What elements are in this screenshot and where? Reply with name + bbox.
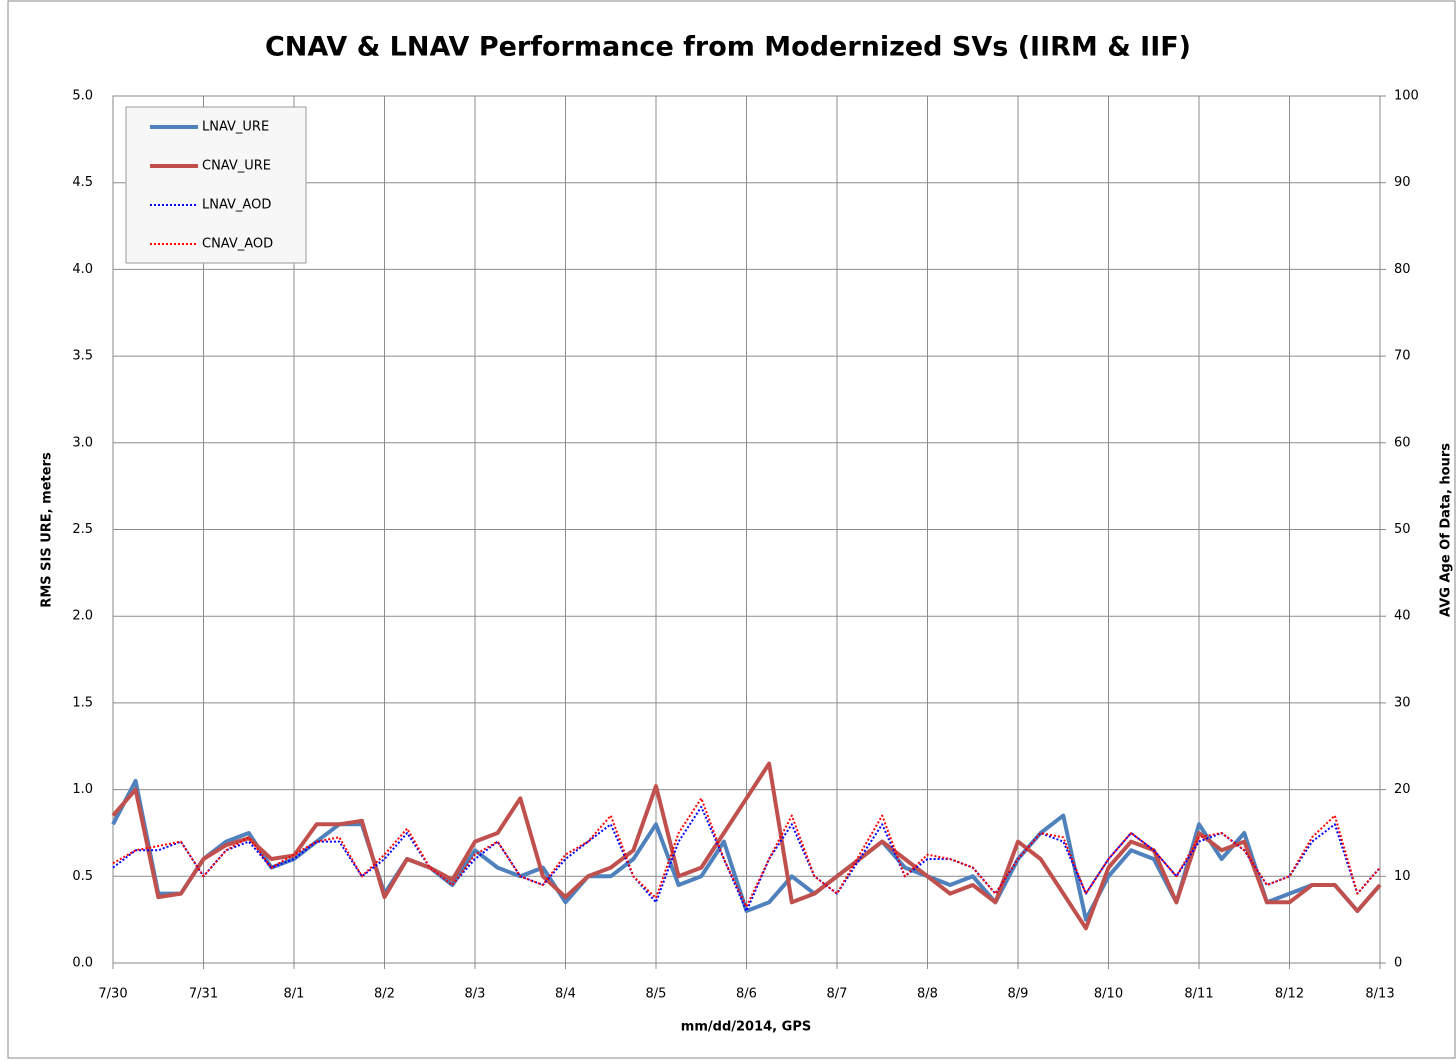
y-tick-label: 0.5: [72, 869, 93, 884]
x-tick-label: 8/9: [1008, 987, 1029, 1002]
x-tick-label: 8/11: [1184, 987, 1213, 1002]
plot-area: [112, 95, 1381, 964]
legend: LNAV_URE CNAV_URE LNAV_AOD CNAV_AOD: [125, 106, 307, 264]
y-tick-label: 3.5: [72, 349, 93, 364]
x-tick-label: 8/7: [827, 987, 848, 1002]
x-tick-label: 8/6: [736, 987, 757, 1002]
y2-tick-label: 30: [1394, 695, 1411, 710]
x-tick-label: 8/12: [1275, 987, 1304, 1002]
series-line: [112, 797, 1381, 908]
legend-label: CNAV_URE: [202, 159, 271, 174]
y2-tick-label: 80: [1394, 262, 1411, 277]
legend-label: CNAV_AOD: [202, 237, 273, 252]
series-line: [111, 761, 1382, 931]
y-tick-label: 5.0: [72, 89, 93, 104]
x-tick-label: 7/31: [189, 987, 218, 1002]
legend-label: LNAV_AOD: [202, 198, 271, 213]
x-tick-label: 8/4: [555, 987, 576, 1002]
y-tick-label: 1.5: [72, 695, 93, 710]
x-tick-label: 8/5: [646, 987, 667, 1002]
y-tick-label: 3.0: [72, 435, 93, 450]
x-tick-label: 8/1: [284, 987, 305, 1002]
x-tick-label: 8/10: [1094, 987, 1123, 1002]
y2-tick-label: 50: [1394, 522, 1411, 537]
y-tick-label: 2.0: [72, 609, 93, 624]
y2-tick-label: 100: [1394, 89, 1419, 104]
y2-tick-label: 60: [1394, 435, 1411, 450]
x-tick-label: 8/2: [374, 987, 395, 1002]
y2-tick-label: 90: [1394, 175, 1411, 190]
x-tick-label: 8/8: [917, 987, 938, 1002]
legend-box: [125, 106, 307, 264]
y-tick-label: 4.5: [72, 175, 93, 190]
y2-tick-label: 70: [1394, 349, 1411, 364]
legend-label: LNAV_URE: [202, 120, 269, 135]
y2-tick-label: 40: [1394, 609, 1411, 624]
x-tick-label: 8/13: [1365, 987, 1394, 1002]
y-tick-label: 0.0: [72, 956, 93, 971]
x-tick-label: 8/3: [465, 987, 486, 1002]
y-axis-label: RMS SIS URE, meters: [40, 452, 55, 608]
y2-tick-label: 20: [1394, 782, 1411, 797]
y-tick-label: 2.5: [72, 522, 93, 537]
x-tick-label: 7/30: [98, 987, 127, 1002]
y2-axis-label: AVG Age Of Data, hours: [1439, 443, 1454, 617]
x-axis-label: mm/dd/2014, GPS: [681, 1020, 811, 1035]
y2-tick-label: 0: [1394, 956, 1402, 971]
chart-title: CNAV & LNAV Performance from Modernized …: [265, 32, 1191, 63]
y-tick-label: 1.0: [72, 782, 93, 797]
y2-tick-label: 10: [1394, 869, 1411, 884]
y-tick-label: 4.0: [72, 262, 93, 277]
